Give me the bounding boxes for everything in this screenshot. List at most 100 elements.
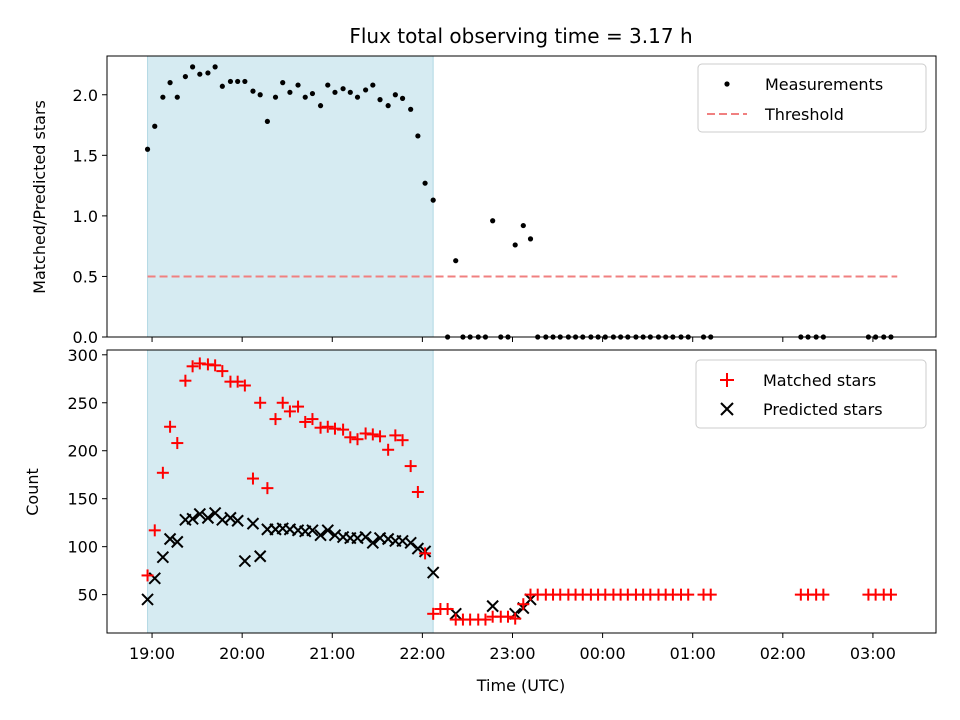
measurement-point [295, 82, 301, 88]
bottom-y-tick-label: 100 [67, 538, 98, 557]
bottom-legend-box [695, 359, 927, 429]
x-tick-label: 01:00 [670, 644, 716, 663]
shaded-observing-span [147, 349, 434, 634]
x-tick-label: 21:00 [309, 644, 355, 663]
measurement-point [174, 94, 180, 100]
measurement-point [408, 106, 414, 112]
measurement-point [527, 236, 534, 242]
measurement-point [242, 78, 248, 85]
legend-matched-marker [720, 373, 734, 387]
top-shaded-span [147, 55, 434, 338]
matched-star-point [374, 430, 387, 443]
predicted-star-point [163, 532, 177, 546]
top-y-axis-label: Matched/Predicted stars [30, 100, 49, 294]
predicted-star-point [253, 550, 267, 563]
measurement-point [280, 80, 286, 86]
bottom-predicted-points [141, 506, 537, 621]
matched-star-point [884, 588, 897, 601]
top-plot-frame [106, 55, 937, 338]
measurement-point [167, 80, 173, 86]
measurement-point [287, 89, 293, 95]
measurement-point [272, 94, 279, 100]
measurement-point [377, 97, 383, 103]
predicted-star-point [224, 511, 237, 525]
matched-star-point [389, 429, 402, 442]
measurement-point [422, 180, 428, 186]
measurement-point [144, 146, 151, 152]
top-y-tick-label: 1.5 [73, 146, 98, 165]
measurement-point [264, 118, 270, 125]
bottom-matched-points [141, 357, 897, 626]
predicted-star-point [486, 599, 499, 613]
matched-star-point [179, 374, 192, 387]
predicted-star-point [321, 524, 334, 537]
measurement-point [219, 83, 225, 89]
predicted-star-point [359, 530, 372, 544]
bottom-y-tick-label: 150 [67, 490, 98, 509]
x-axis-label: Time (UTC) [476, 676, 565, 695]
shaded-observing-span [147, 55, 434, 338]
matched-star-point [411, 485, 424, 498]
matched-star-point [299, 415, 312, 428]
measurement-point [340, 86, 346, 92]
x-tick-label: 20:00 [219, 644, 265, 663]
predicted-star-point [156, 551, 170, 564]
bottom-y-axis-label: Count [23, 468, 42, 516]
measurement-point [520, 222, 526, 229]
measurement-point [453, 258, 459, 264]
measurement-point [385, 103, 391, 109]
bottom-y-tick-label: 250 [67, 394, 98, 413]
matched-star-point [501, 610, 514, 623]
bottom-x-axis: 19:00 20:00 21:00 22:00 23:00 00:00 01:00 02:00… [129, 633, 896, 663]
predicted-star-point [306, 524, 319, 537]
predicted-star-point [201, 511, 215, 525]
predicted-star-point [411, 542, 425, 555]
legend-measurements-marker [724, 81, 730, 87]
predicted-star-point [171, 535, 184, 549]
x-tick-label: 00:00 [580, 644, 626, 663]
measurement-point [309, 90, 316, 97]
matched-star-point [254, 396, 267, 409]
matched-star-point [509, 612, 522, 625]
matched-star-point [306, 413, 319, 426]
matched-star-point [682, 588, 695, 601]
measurement-point [399, 95, 406, 101]
matched-star-point [396, 434, 409, 447]
predicted-star-point [404, 536, 417, 550]
measurement-point [415, 133, 421, 139]
matched-star-point [283, 405, 296, 418]
matched-star-point [441, 603, 454, 616]
legend-threshold-label: Threshold [764, 105, 844, 124]
matched-star-point [479, 613, 492, 626]
measurement-point [197, 71, 203, 77]
measurement-point [347, 89, 353, 95]
measurement-point [332, 89, 338, 95]
measurement-point [257, 92, 263, 98]
matched-star-point [419, 547, 432, 560]
measurement-point [190, 64, 196, 70]
top-y-tick-label: 1.0 [73, 207, 98, 226]
top-panel: 0.00.51.01.52.0 Matched/Predicted stars … [30, 55, 937, 347]
x-tick-label: 03:00 [850, 644, 896, 663]
matched-star-point [141, 569, 154, 582]
matched-star-point [246, 472, 259, 485]
matched-star-point [148, 524, 161, 537]
legend-predicted-marker [720, 402, 734, 416]
measurement-point [227, 78, 234, 85]
matched-star-point [269, 413, 282, 426]
measurement-point [325, 82, 331, 88]
measurement-point [182, 73, 188, 80]
measurement-point [363, 87, 369, 93]
matched-star-point [337, 423, 350, 436]
measurement-point [302, 94, 308, 100]
matched-star-point [351, 433, 364, 446]
top-y-tick-label: 0.5 [73, 267, 98, 286]
legend-matched-label: Matched stars [763, 371, 876, 390]
top-y-tick-label: 0.0 [73, 328, 98, 347]
legend-measurements-label: Measurements [765, 75, 883, 94]
matched-star-point [704, 588, 717, 601]
predicted-star-point [426, 566, 440, 579]
predicted-star-point [366, 536, 380, 550]
bottom-y-tick-label: 200 [67, 442, 98, 461]
predicted-star-point [246, 517, 260, 530]
